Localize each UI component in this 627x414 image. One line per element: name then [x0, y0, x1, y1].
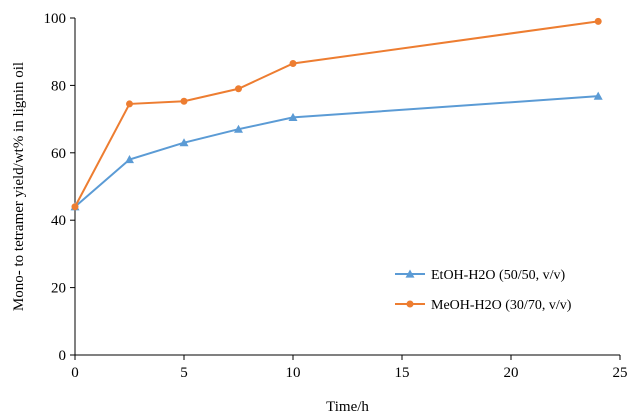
data-point-circle — [180, 97, 188, 105]
legend-label: MeOH-H2O (30/70, v/v) — [431, 298, 572, 313]
data-point-circle — [71, 203, 79, 211]
data-point-circle — [126, 100, 133, 108]
legend-entry-1: EtOH-H2O (50/50, v/v) — [395, 268, 565, 283]
data-point-circle — [406, 300, 414, 308]
data-point-circle — [594, 17, 602, 25]
y-tick-label: 20 — [51, 281, 66, 297]
y-tick-label: 100 — [44, 11, 67, 27]
y-tick-label: 60 — [51, 146, 66, 162]
series-line — [74, 20, 599, 208]
data-point-circle — [235, 85, 242, 93]
chart-ticks: 0 5 10 15 20 25 0 20 40 60 80 100 — [44, 11, 627, 381]
y-tick-label: 80 — [51, 78, 66, 94]
x-tick-label: 10 — [286, 365, 301, 381]
legend-entry-2: MeOH-H2O (30/70, v/v) — [395, 298, 572, 313]
chart-legend: EtOH-H2O (50/50, v/v) MeOH-H2O (30/70, v/… — [395, 268, 572, 313]
chart-axes — [74, 18, 620, 356]
x-tick-label: 5 — [180, 365, 188, 381]
series-1 — [70, 91, 603, 211]
x-tick-label: 15 — [395, 365, 410, 381]
x-axis-label: Time/h — [326, 399, 369, 414]
data-point-triangle — [125, 155, 134, 164]
series-2 — [71, 17, 602, 211]
data-point-triangle — [179, 138, 189, 147]
chart-series — [70, 17, 603, 211]
x-tick-label: 20 — [504, 365, 519, 381]
data-point-triangle — [288, 112, 298, 122]
data-point-triangle — [405, 269, 415, 278]
y-tick-label: 0 — [59, 348, 67, 364]
x-tick-label: 25 — [613, 365, 627, 381]
legend-label: EtOH-H2O (50/50, v/v) — [431, 268, 565, 283]
data-point-triangle — [234, 124, 243, 133]
data-point-circle — [289, 59, 297, 67]
y-axis-label: Mono- to tetramer yield/wt% in lignin oi… — [11, 62, 27, 311]
x-tick-label: 0 — [71, 365, 79, 381]
data-point-triangle — [593, 91, 603, 100]
y-tick-label: 40 — [51, 213, 66, 229]
series-line — [74, 95, 599, 208]
